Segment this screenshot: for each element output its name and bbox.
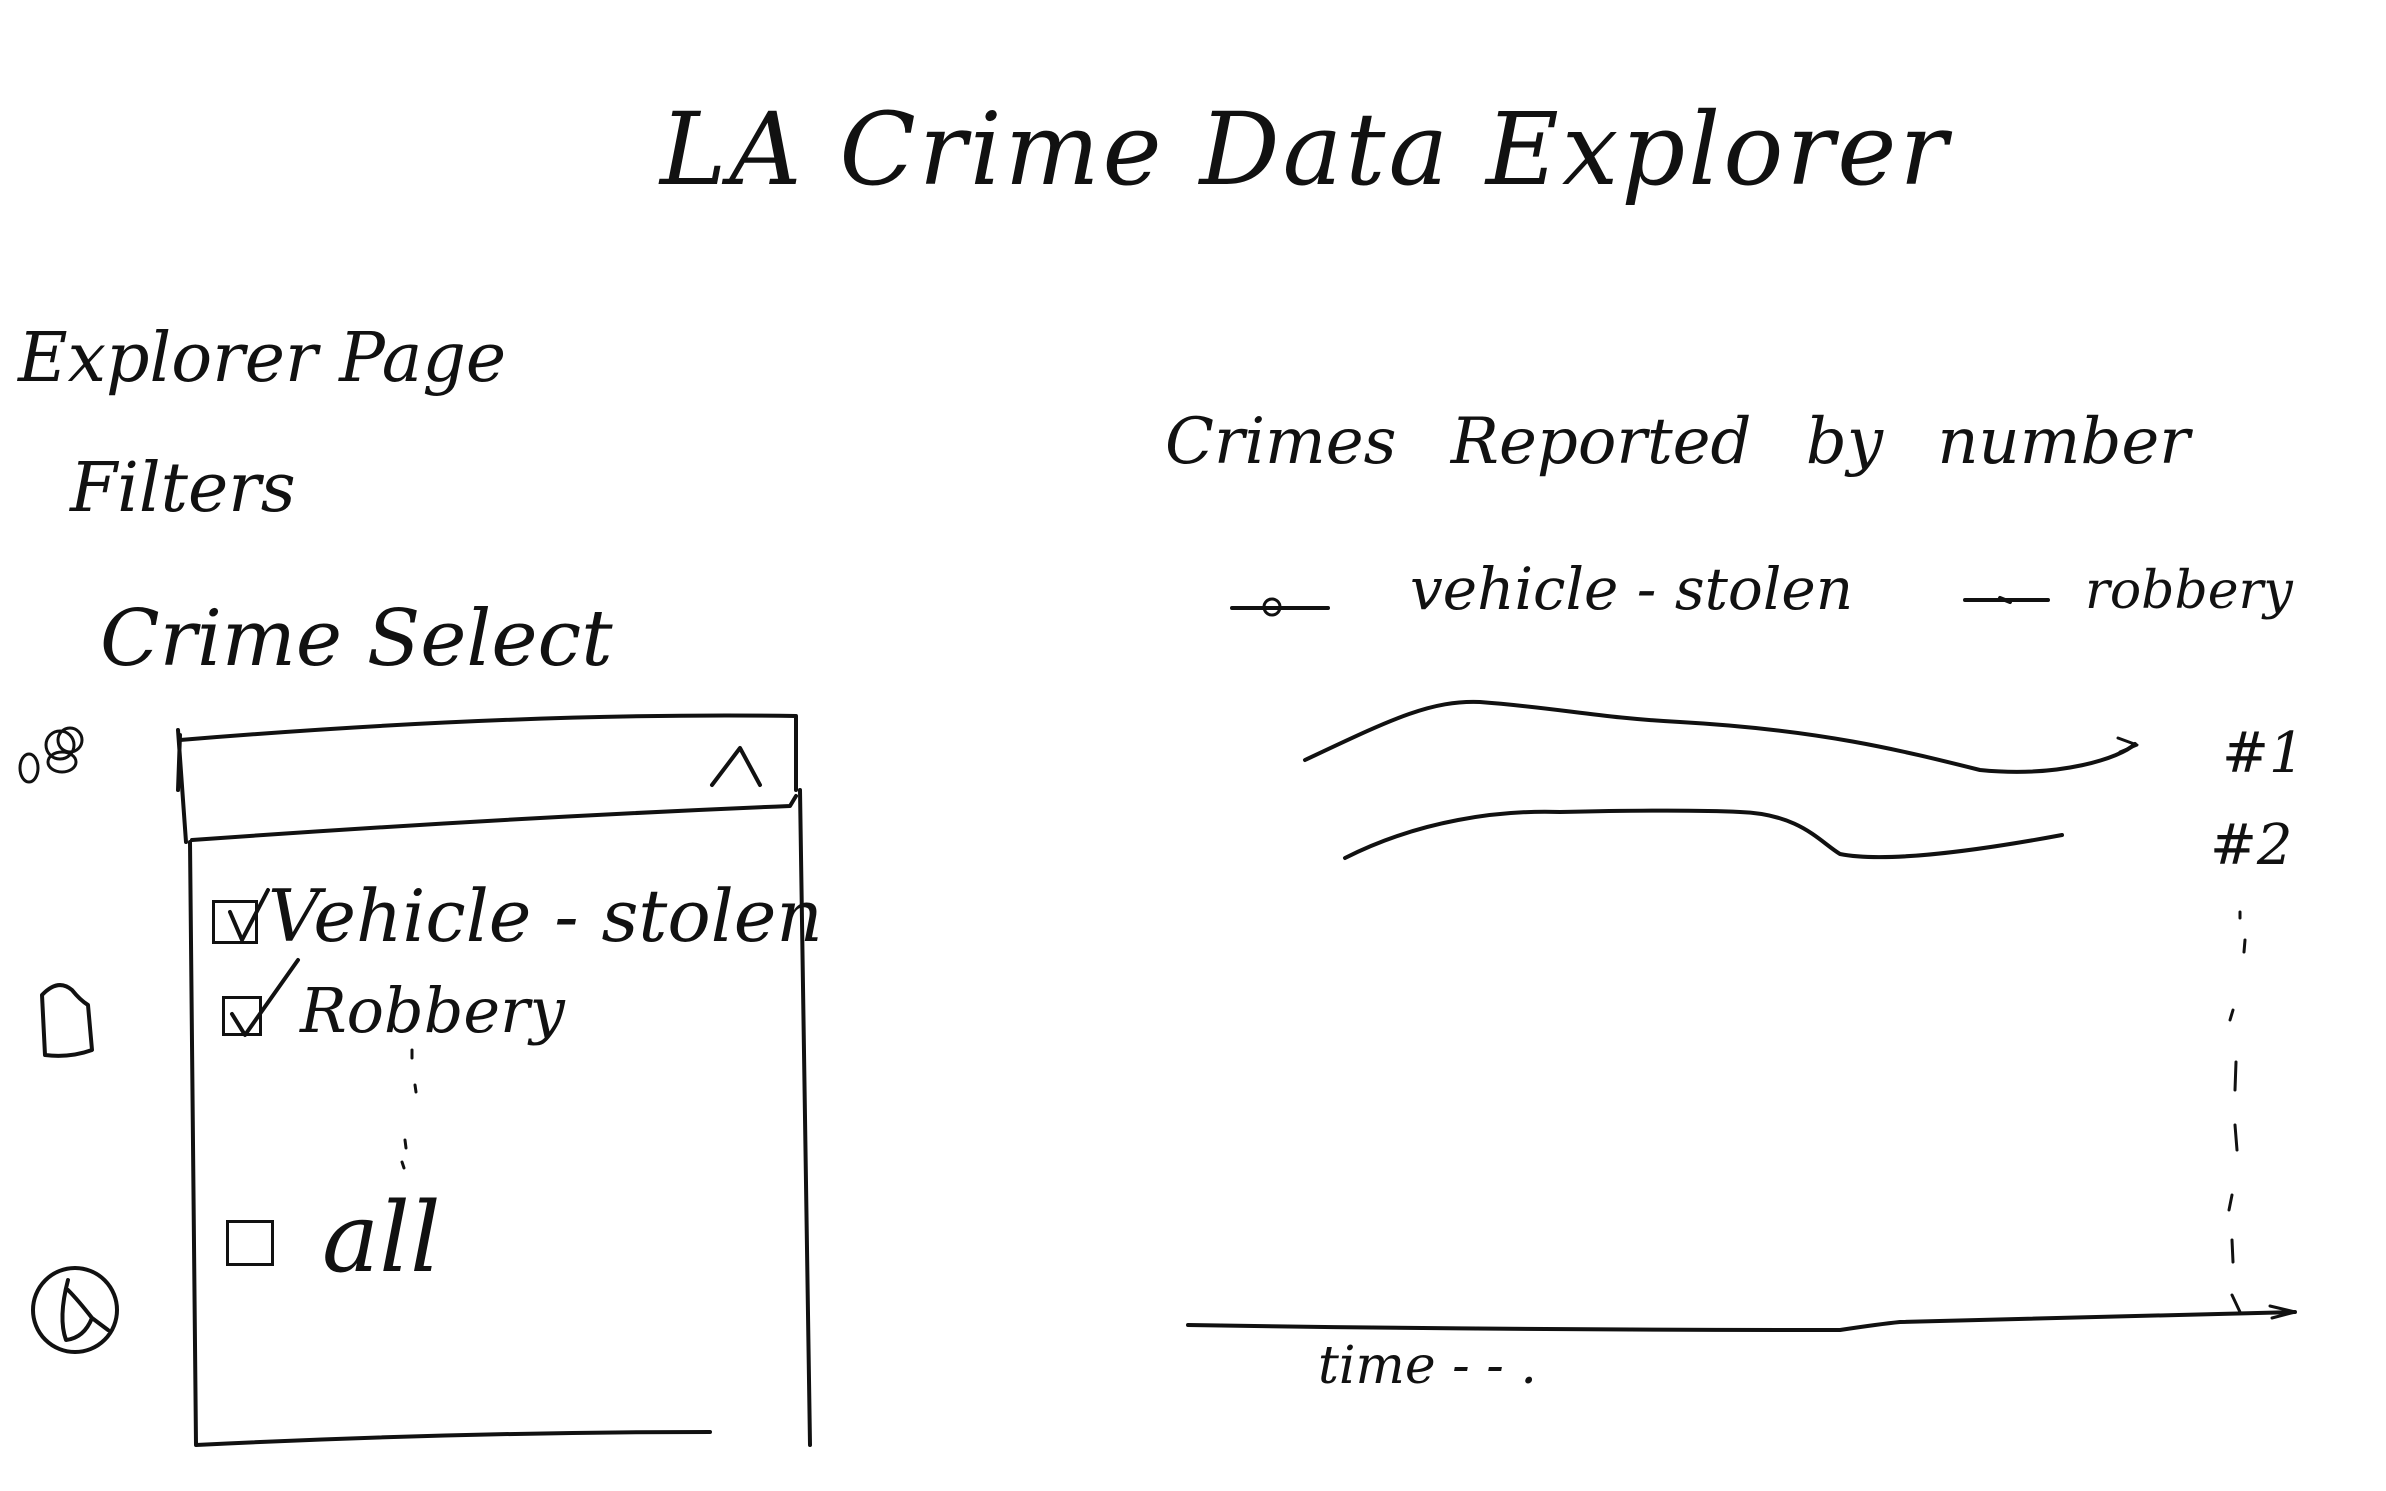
options-ellipsis [400, 1048, 418, 1170]
page-name-label: Explorer Page [18, 319, 507, 398]
option-label-vehicle-stolen[interactable]: Vehicle - stolen [268, 874, 823, 958]
x-axis-arrowhead [2268, 1304, 2297, 1320]
people-icon[interactable] [18, 726, 84, 784]
chart-title: Crimes Reported by number [1165, 405, 2190, 479]
series-arrowhead [2116, 736, 2139, 754]
crime-select-label: Crime Select [100, 594, 613, 684]
rank-label-1: #1 [2222, 721, 2305, 786]
legend-label-vehicle-stolen[interactable]: vehicle - stolen [1410, 555, 1854, 623]
x-axis-label: time - - . [1318, 1336, 1537, 1396]
legend-label-robbery[interactable]: robbery [2085, 561, 2293, 621]
chart-x-axis [1186, 1310, 2297, 1332]
page-title: LA Crime Data Explorer [660, 91, 1951, 208]
rank-label-2: #2 [2210, 813, 2293, 878]
crime-select-dropdown[interactable] [176, 713, 812, 1447]
legend-vehicle-marker [1230, 597, 1330, 617]
filters-heading: Filters [70, 449, 296, 528]
rank-ellipsis [2227, 910, 2247, 1314]
dropdown-toggle-chevron-icon[interactable] [710, 746, 762, 787]
checkbox-robbery[interactable] [222, 996, 262, 1036]
legend-robbery-marker [1963, 596, 2050, 604]
checkbox-all[interactable] [226, 1220, 274, 1266]
series-line-robbery [1343, 808, 2064, 860]
search-icon[interactable] [31, 1266, 119, 1354]
option-label-robbery[interactable]: Robbery [300, 974, 565, 1047]
option-label-all[interactable]: all [322, 1182, 441, 1294]
checkbox-vehicle-stolen[interactable] [212, 900, 258, 944]
map-pin-icon[interactable] [40, 983, 94, 1058]
series-line-vehicle-stolen [1303, 699, 2137, 774]
